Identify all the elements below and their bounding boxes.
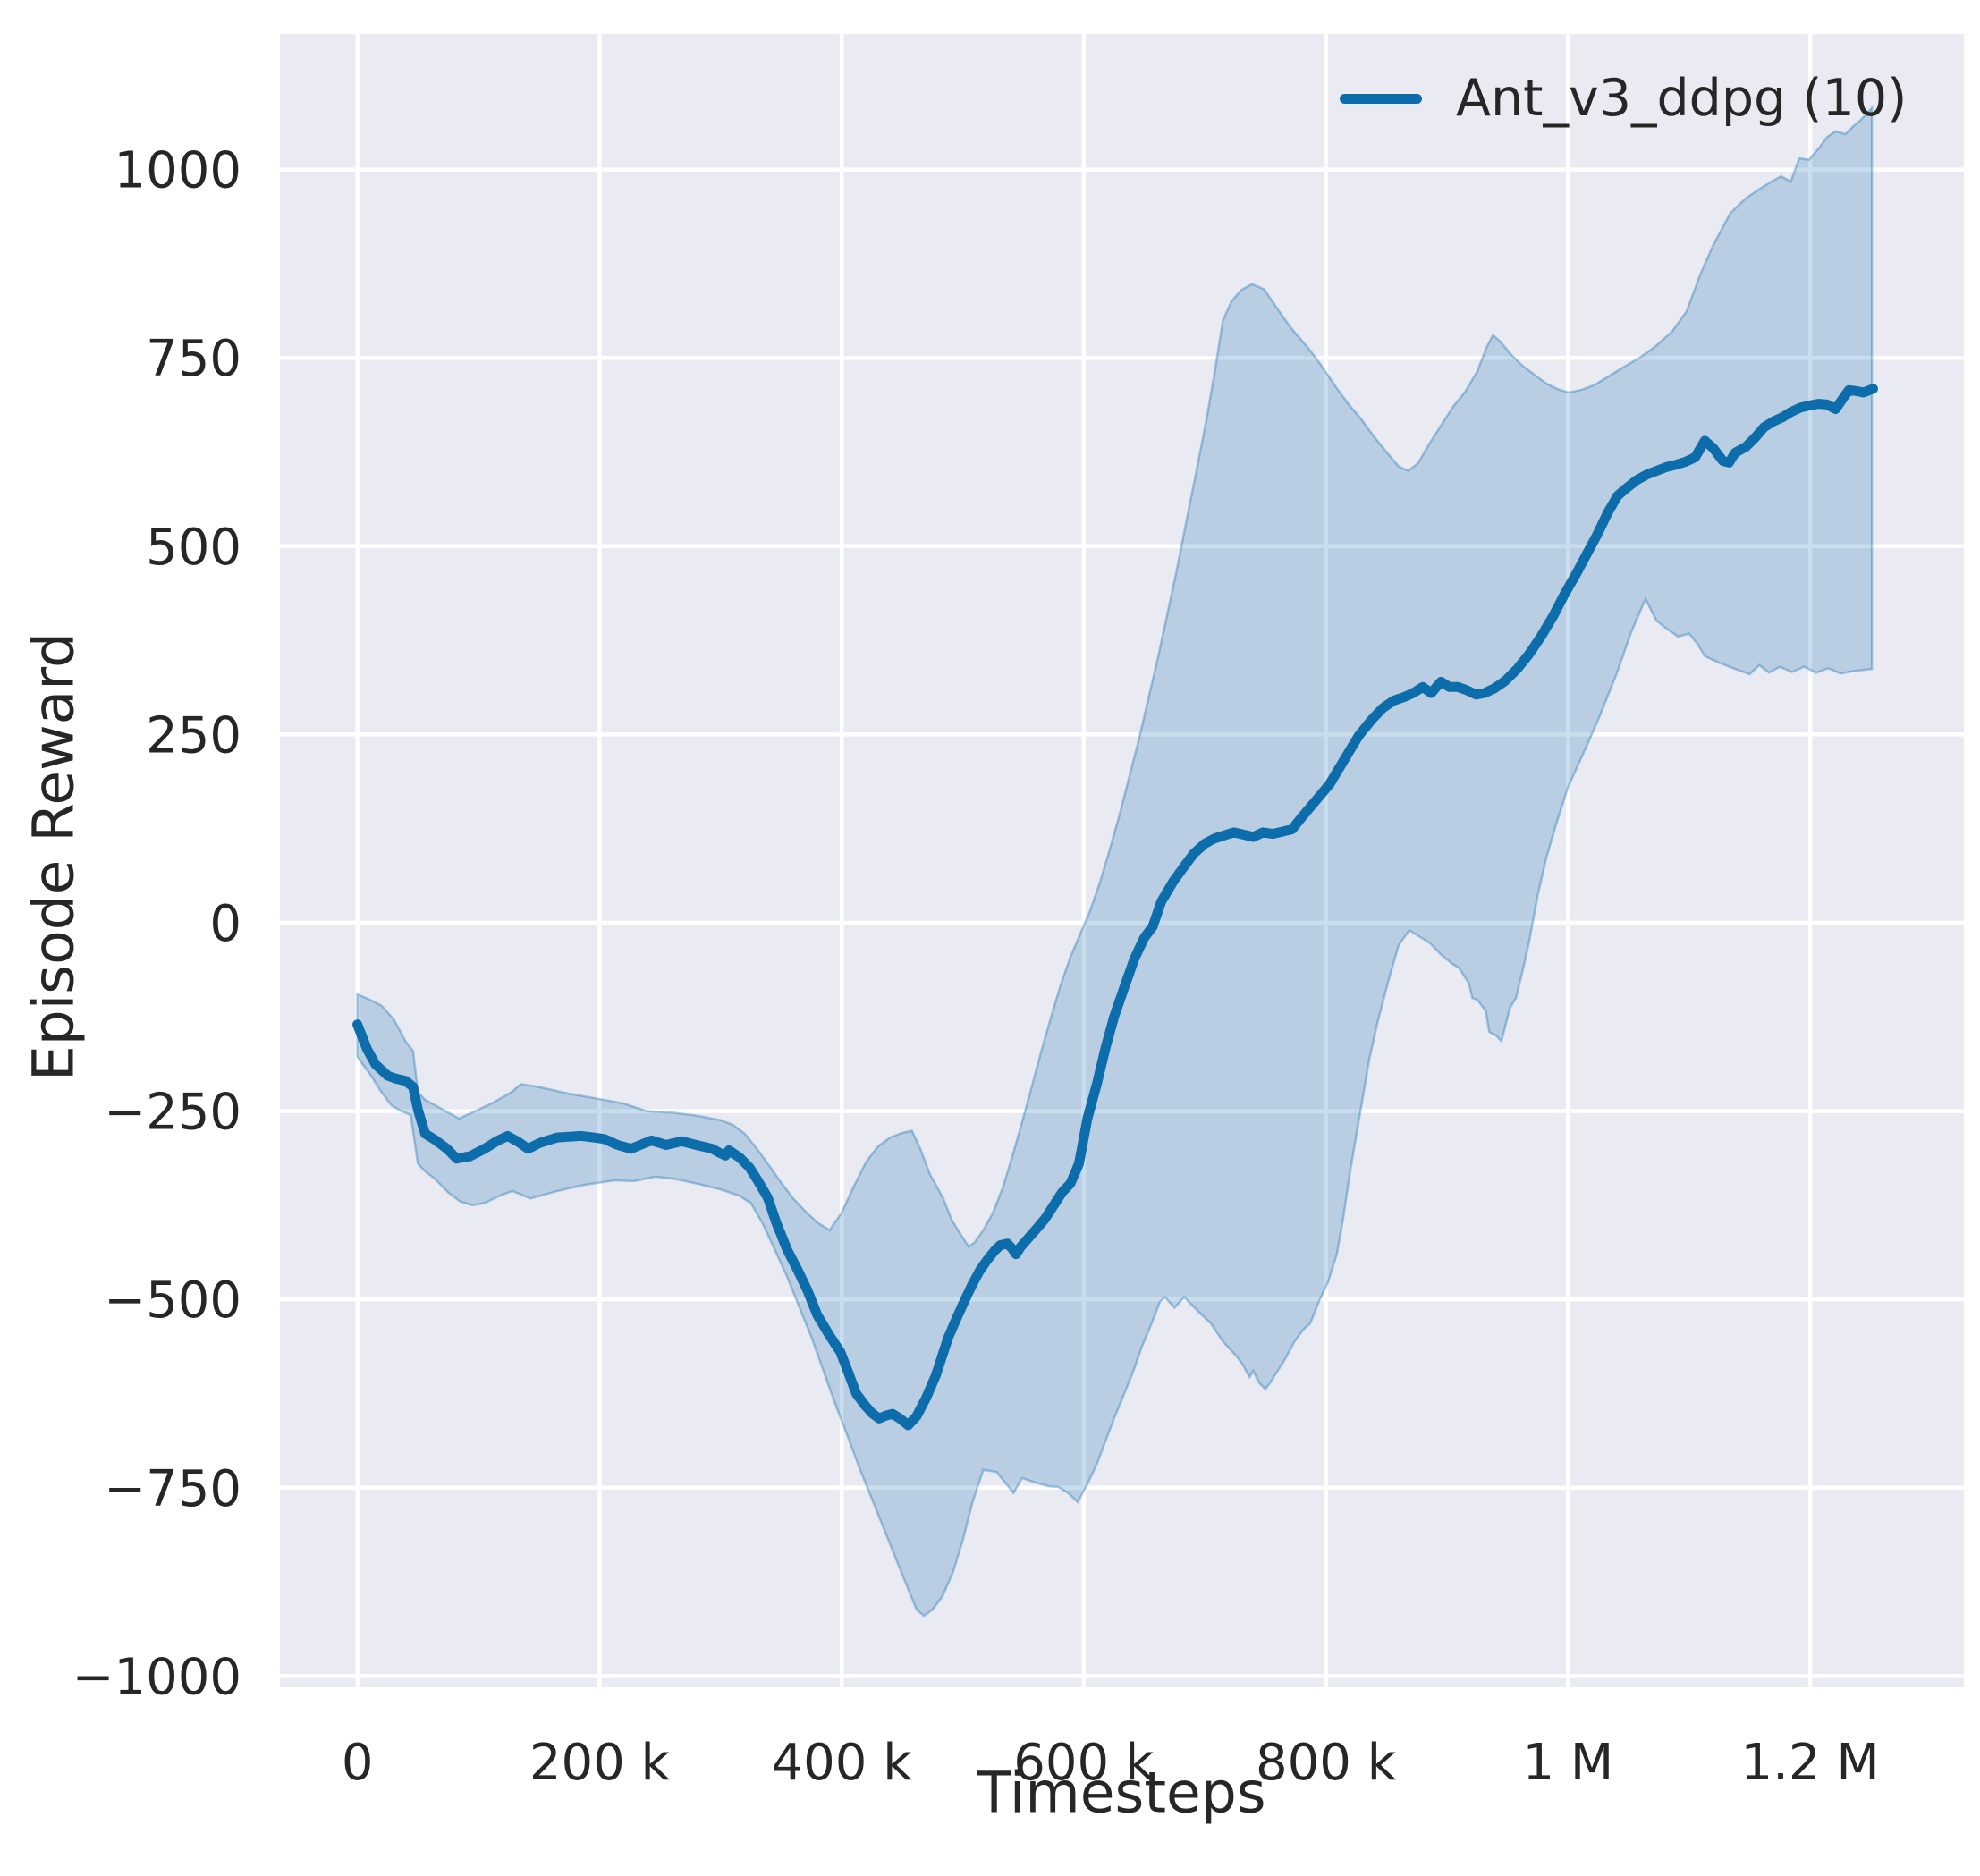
y-tick-label: −750	[104, 1460, 241, 1518]
data-layer	[352, 105, 1878, 1618]
x-tick-label: 0	[342, 1734, 374, 1792]
y-axis-label: Episode Reward	[21, 631, 87, 1082]
y-tick-label: 1000	[114, 142, 241, 200]
grid-layer	[280, 34, 1964, 1687]
y-tick-label: 500	[146, 519, 241, 577]
x-tick-label: 400 k	[772, 1734, 913, 1792]
y-tick-label: −250	[104, 1084, 241, 1142]
y-tick-label: −500	[104, 1272, 241, 1330]
x-tick-label: 800 k	[1256, 1734, 1397, 1792]
y-tick-label: −1000	[72, 1648, 241, 1706]
mean-reward-line	[352, 384, 1878, 1431]
legend: Ant_v3_ddpg (10)	[1340, 69, 1908, 128]
y-tick-label: 750	[146, 330, 241, 388]
legend-label: Ant_v3_ddpg (10)	[1456, 69, 1908, 128]
confidence-band	[356, 105, 1874, 1618]
x-tick-label: 600 k	[1013, 1734, 1155, 1792]
y-tick-label: 0	[209, 895, 241, 953]
x-tick-label: 1.2 M	[1740, 1734, 1879, 1792]
legend-line-swatch-icon	[1340, 93, 1422, 104]
x-tick-label: 200 k	[529, 1734, 671, 1792]
y-tick-label: 250	[146, 706, 241, 765]
x-tick-label: 1 M	[1522, 1734, 1613, 1792]
plot-area	[280, 34, 1964, 1687]
tick-layer: 0 200 k 400 k 600 k 800 k 1 M 1.2 M 1000 750 500 2…	[72, 142, 1880, 1792]
x-axis-label: Timesteps	[977, 1760, 1266, 1826]
